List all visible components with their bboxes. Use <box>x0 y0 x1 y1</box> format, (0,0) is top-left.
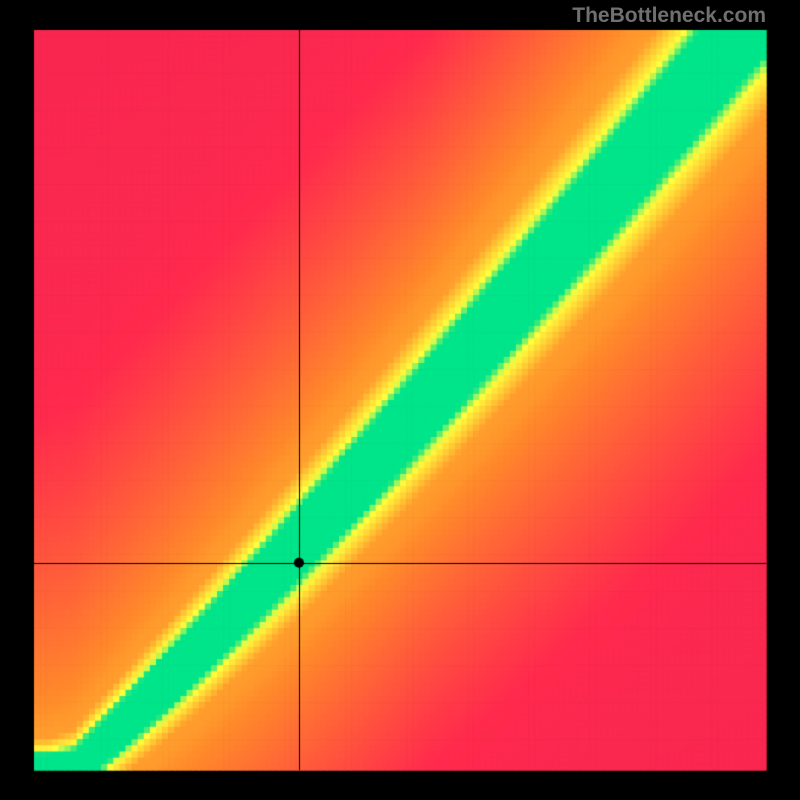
chart-container: { "watermark": { "text": "TheBottleneck.… <box>0 0 800 800</box>
bottleneck-heatmap <box>0 0 800 800</box>
watermark-label: TheBottleneck.com <box>572 4 766 28</box>
